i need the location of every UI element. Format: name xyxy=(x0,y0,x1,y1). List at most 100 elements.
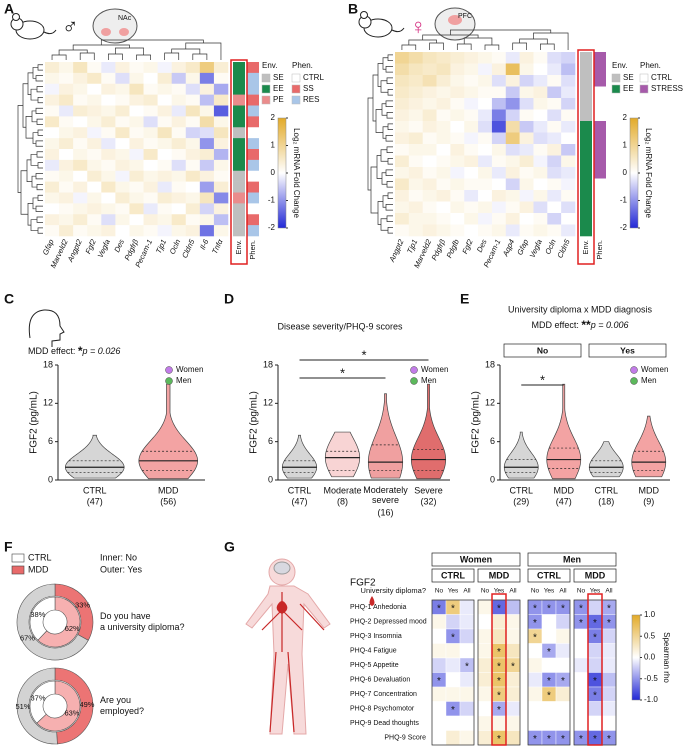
heatmap-cell xyxy=(157,105,172,117)
donut-label: 33% xyxy=(75,601,90,610)
heatmap-cell xyxy=(157,116,172,128)
heatmap-cell xyxy=(73,62,88,74)
heatmap-cell xyxy=(505,672,521,688)
significance-star: * xyxy=(497,734,501,745)
heatmap-cell xyxy=(519,63,534,76)
panel-title: University diploma x MDD diagnosis xyxy=(508,304,653,314)
dendrogram xyxy=(37,96,43,104)
heatmap-cell xyxy=(115,62,130,74)
heatmap-cell xyxy=(185,83,201,95)
heatmap-cell xyxy=(519,190,534,202)
heatmap-cell xyxy=(573,628,589,644)
env-cell xyxy=(233,105,245,117)
heatmap-cell xyxy=(59,214,74,226)
heatmap-cell xyxy=(143,203,158,215)
row-label: PHQ-5 Appetite xyxy=(350,662,399,669)
phen-cell xyxy=(247,127,259,139)
dendrogram xyxy=(377,63,383,87)
heatmap-cell xyxy=(505,144,520,156)
heatmap-cell xyxy=(157,94,172,106)
phen-cell xyxy=(247,149,259,161)
heatmap-cell xyxy=(73,83,88,95)
heatmap-cell xyxy=(561,190,576,202)
heatmap-cell xyxy=(547,155,562,168)
heatmap-cell xyxy=(199,192,215,204)
legend-label: CTRL xyxy=(28,552,52,562)
heatmap-cell xyxy=(478,201,493,214)
heatmap-cell xyxy=(171,94,187,106)
heatmap-cell xyxy=(115,214,130,226)
effect-annotation: MDD effect: *p = 0.026 xyxy=(28,344,120,358)
heatmap-cell xyxy=(213,149,229,161)
ring-note: Inner: No xyxy=(100,552,137,562)
heatmap-cell xyxy=(601,672,617,688)
heatmap-cell xyxy=(408,63,423,76)
phen-cell xyxy=(247,170,259,182)
colorbar-tick-label: 0.5 xyxy=(644,631,656,640)
heatmap-cell xyxy=(157,159,172,172)
heatmap-cell xyxy=(422,75,437,87)
heatmap-cell xyxy=(185,225,201,237)
heatmap-cell xyxy=(422,167,437,179)
heatmap-cell xyxy=(129,138,144,150)
heatmap-cell xyxy=(436,201,451,214)
phen-cell xyxy=(594,75,606,87)
significance-star: * xyxy=(593,618,597,629)
heatmap-cell xyxy=(422,155,437,168)
heatmap-cell xyxy=(157,72,172,85)
significance-star: * xyxy=(561,734,565,745)
legend-marker xyxy=(630,377,638,385)
n-label: (29) xyxy=(513,496,529,506)
heatmap-cell xyxy=(408,213,423,225)
heatmap-cell xyxy=(408,144,423,156)
heatmap-cell xyxy=(101,203,116,215)
donut-label: 63% xyxy=(64,708,79,717)
heatmap-cell xyxy=(73,116,88,128)
significance-star: * xyxy=(607,618,611,629)
heatmap-cell xyxy=(505,86,520,99)
column-label: No xyxy=(435,588,444,595)
heatmap-cell xyxy=(450,224,465,237)
highlight-box xyxy=(587,593,603,746)
dendrogram xyxy=(58,49,88,55)
heatmap-cell xyxy=(129,214,144,226)
phen-cell xyxy=(247,72,259,85)
env-cell xyxy=(580,224,592,237)
env-cell xyxy=(580,190,592,202)
heatmap-cell xyxy=(555,643,571,659)
legend-label: Men xyxy=(421,376,437,385)
column-label: Tnfα xyxy=(210,237,225,255)
legend-label: CTRL xyxy=(651,73,672,82)
heatmap-cell xyxy=(171,116,187,128)
heatmap-cell xyxy=(491,224,507,237)
significance-star: * xyxy=(451,632,455,643)
heatmap-cell xyxy=(185,159,201,172)
violin xyxy=(588,441,624,478)
heatmap-cell xyxy=(547,201,562,214)
heatmap-cell xyxy=(143,83,158,95)
x-tick-label-line: Moderately xyxy=(363,485,408,495)
column-label: Yes xyxy=(448,588,459,595)
phen-cell xyxy=(594,201,606,214)
sex-symbol: ♀ xyxy=(410,14,427,39)
heatmap-cell xyxy=(73,72,88,85)
heatmap-cell xyxy=(129,83,144,95)
n-label: (47) xyxy=(87,496,103,506)
heatmap-cell xyxy=(45,203,60,215)
heatmap-cell xyxy=(459,715,475,731)
heatmap-cell xyxy=(459,730,475,746)
env-cell xyxy=(233,225,245,237)
heatmap-cell xyxy=(601,657,617,673)
heatmap-cell xyxy=(171,138,187,150)
heatmap-cell xyxy=(533,75,548,87)
heatmap-cell xyxy=(464,167,479,179)
heatmap-cell xyxy=(477,657,493,673)
significance-label: * xyxy=(540,372,545,387)
dendrogram xyxy=(35,140,43,147)
heatmap-cell xyxy=(101,127,116,139)
heatmap-cell xyxy=(408,178,423,191)
heatmap-cell xyxy=(185,94,201,106)
significance-star: * xyxy=(579,734,583,745)
heatmap-cell xyxy=(143,105,158,117)
heatmap-cell xyxy=(450,213,465,225)
